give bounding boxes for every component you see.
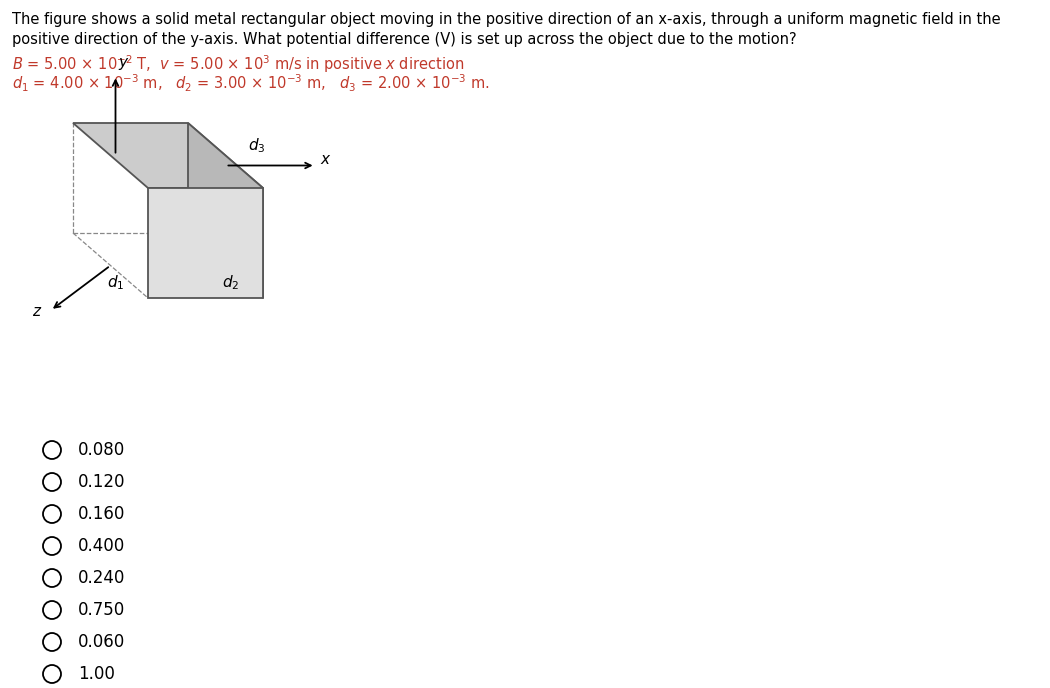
Text: 0.120: 0.120	[78, 473, 126, 491]
Text: $B$ = 5.00 × 10$^{-2}$ T,  $v$ = 5.00 × 10$^{3}$ m/s in positive $x$ direction: $B$ = 5.00 × 10$^{-2}$ T, $v$ = 5.00 × 1…	[12, 53, 464, 75]
Text: 0.240: 0.240	[78, 569, 125, 587]
Text: $z$: $z$	[33, 303, 43, 319]
Text: 0.750: 0.750	[78, 601, 125, 619]
Text: 1.00: 1.00	[78, 665, 114, 683]
Text: $d_3$: $d_3$	[248, 136, 265, 155]
Polygon shape	[74, 123, 262, 188]
Text: positive direction of the y-axis. What potential difference (V) is set up across: positive direction of the y-axis. What p…	[12, 32, 797, 47]
Text: The figure shows a solid metal rectangular object moving in the positive directi: The figure shows a solid metal rectangul…	[12, 12, 1001, 27]
Text: 0.160: 0.160	[78, 505, 125, 523]
Text: $d_1$: $d_1$	[107, 274, 124, 292]
Polygon shape	[188, 123, 262, 298]
Text: $x$: $x$	[320, 151, 332, 166]
Text: 0.080: 0.080	[78, 441, 125, 459]
Text: $d_2$: $d_2$	[222, 274, 239, 292]
Text: $y$: $y$	[119, 56, 130, 72]
Polygon shape	[148, 188, 262, 298]
Text: 0.060: 0.060	[78, 633, 125, 651]
Text: 0.400: 0.400	[78, 537, 125, 555]
Text: $d_1$ = 4.00 × 10$^{-3}$ m,   $d_2$ = 3.00 × 10$^{-3}$ m,   $d_3$ = 2.00 × 10$^{: $d_1$ = 4.00 × 10$^{-3}$ m, $d_2$ = 3.00…	[12, 73, 489, 94]
